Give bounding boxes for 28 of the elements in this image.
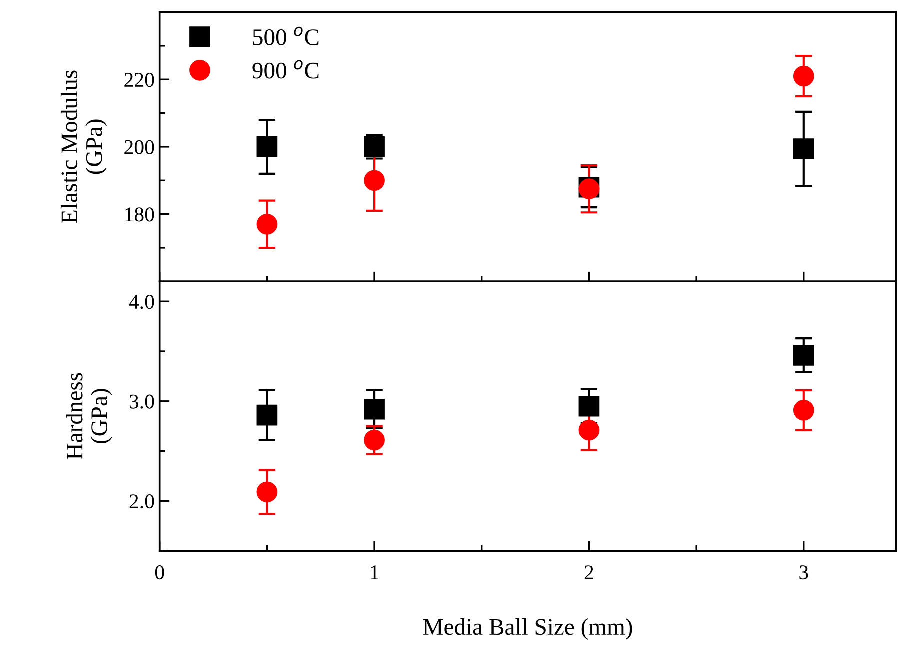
point xyxy=(793,138,814,160)
point xyxy=(364,430,385,451)
x-tick-label: 2 xyxy=(584,566,594,580)
x-tick-label: 0 xyxy=(155,566,164,580)
point xyxy=(578,420,600,441)
y-tick-label: 2.0 xyxy=(130,494,154,509)
y-tick-label: 3.0 xyxy=(130,394,154,409)
y-tick-label: 200 xyxy=(124,140,154,154)
legend-label: 900 $^{o}$C xyxy=(252,60,319,79)
point xyxy=(256,482,278,503)
x-tick-label: 1 xyxy=(371,566,378,580)
y-axis-title: Elastic Modulus (GPa) xyxy=(60,70,108,224)
point xyxy=(256,136,278,158)
legend-label: 500 $^{o}$C xyxy=(253,26,319,46)
point xyxy=(364,170,385,192)
point xyxy=(793,66,814,87)
point xyxy=(793,400,814,421)
x-axis-title: Media Ball Size (mm) xyxy=(423,618,632,640)
y-tick-label: 220 xyxy=(124,72,154,88)
y-tick-label: 4.0 xyxy=(129,294,154,310)
y-tick-label: 180 xyxy=(126,208,154,222)
point xyxy=(793,345,814,366)
point xyxy=(364,398,385,420)
x-tick-label: 3 xyxy=(800,566,808,580)
point xyxy=(578,396,600,417)
point xyxy=(256,404,278,426)
point xyxy=(256,214,278,235)
y-axis-title: Hardness (GPa) xyxy=(66,373,112,460)
